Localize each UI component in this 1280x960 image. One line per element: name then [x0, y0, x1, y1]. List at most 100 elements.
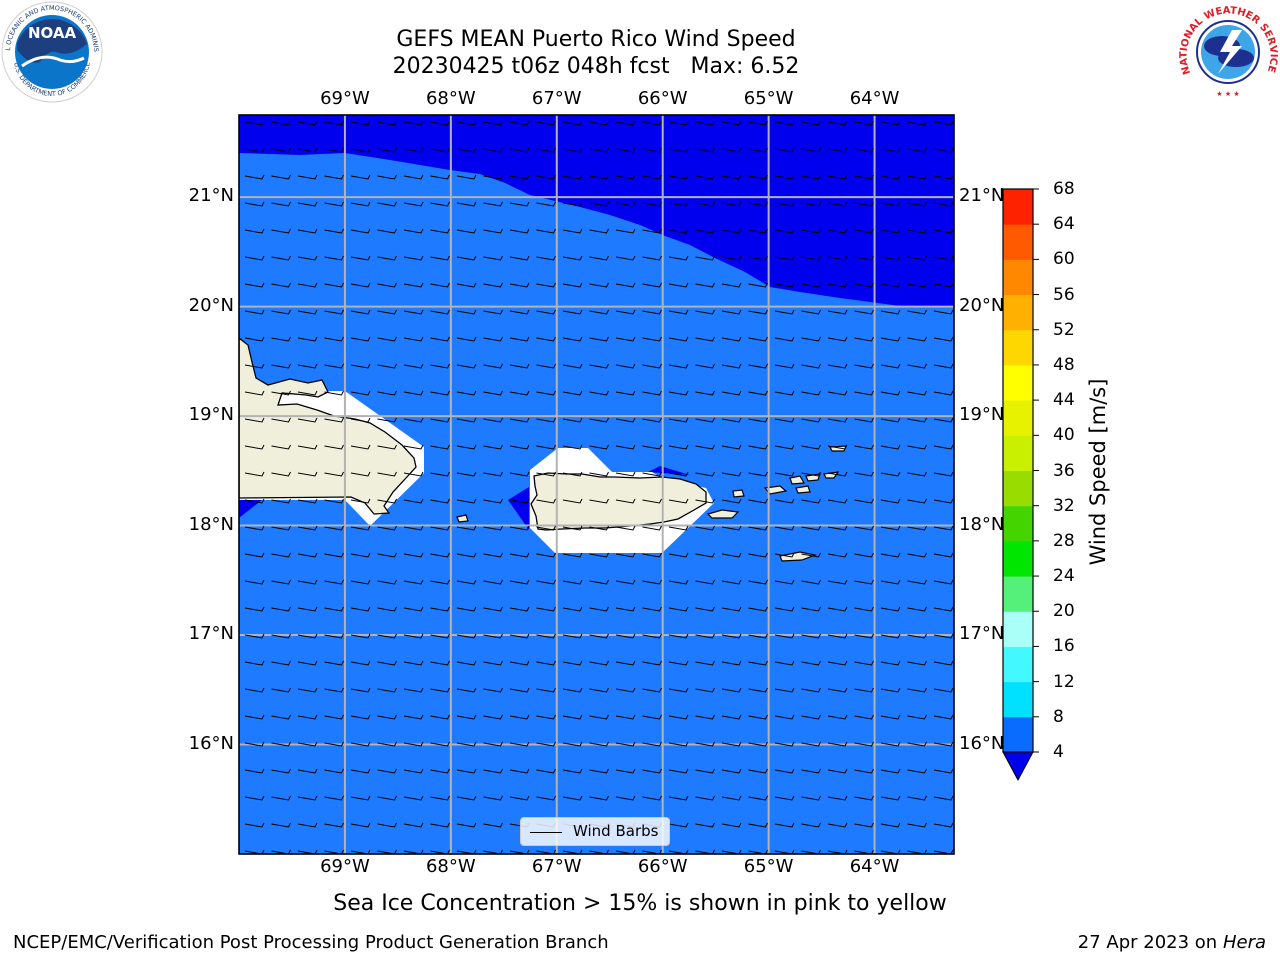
- wind-barb: [377, 714, 397, 720]
- wind-barb: [801, 228, 821, 234]
- wind-barb: [536, 282, 556, 288]
- wind-barb: [244, 228, 265, 234]
- wind-barb: [297, 201, 318, 207]
- wind-barb: [642, 147, 662, 153]
- wind-barb: [642, 660, 662, 666]
- wind-barb: [350, 309, 371, 315]
- wind-barb: [589, 120, 609, 126]
- wind-barb: [324, 768, 344, 774]
- land-island: [789, 475, 805, 485]
- wind-barb: [933, 633, 954, 639]
- wind-barb: [350, 795, 371, 801]
- lat-label-left: 16°N: [188, 732, 234, 754]
- wind-barb: [297, 120, 318, 126]
- wind-barb: [509, 633, 530, 639]
- wind-barb: [350, 201, 371, 207]
- wind-barb: [377, 363, 397, 369]
- wind-barb: [774, 444, 795, 450]
- wind-barb: [589, 201, 609, 207]
- wind-barb: [721, 255, 742, 261]
- wind-barb: [721, 309, 742, 315]
- wind-barb: [827, 633, 848, 639]
- wind-barb: [774, 363, 795, 369]
- wind-barb: [430, 768, 450, 774]
- lon-label-top: 69°W: [320, 88, 370, 109]
- wind-barb: [430, 660, 450, 666]
- wind-barb: [801, 363, 821, 369]
- wind-barb: [907, 498, 927, 504]
- wind-barb: [271, 822, 291, 828]
- wind-barb: [748, 174, 768, 180]
- low-wind-patch: [239, 500, 262, 518]
- wind-barb: [748, 336, 768, 342]
- wind-barb: [615, 255, 636, 261]
- wind-barb: [350, 525, 371, 531]
- wind-barb: [589, 768, 609, 774]
- wind-barb: [350, 282, 371, 288]
- wind-barb: [350, 444, 371, 450]
- wind-barb: [456, 309, 477, 315]
- wind-barb: [324, 282, 344, 288]
- wind-barb: [695, 525, 715, 531]
- wind-barb: [589, 525, 609, 531]
- wind-barb: [721, 687, 742, 693]
- wind-barb: [801, 606, 821, 612]
- wind-barb: [456, 201, 477, 207]
- wind-barb: [324, 849, 344, 854]
- low-wind-region: [239, 115, 954, 306]
- wind-barb: [695, 687, 715, 693]
- wind-barb: [244, 714, 265, 720]
- wind-barb: [615, 687, 636, 693]
- nws-logo: NATIONAL WEATHER SERVICE ★ ★ ★: [1178, 2, 1279, 102]
- lon-label-top: 67°W: [531, 88, 582, 109]
- wind-barb: [801, 579, 821, 585]
- wind-barb: [695, 417, 715, 423]
- wind-barb: [403, 741, 424, 747]
- wind-barb: [801, 660, 821, 666]
- wind-barb: [668, 525, 689, 531]
- wind-barb: [748, 822, 768, 828]
- wind-barb: [403, 282, 424, 288]
- wind-barb: [774, 228, 795, 234]
- wind-barb: [456, 660, 477, 666]
- wind-barb: [827, 795, 848, 801]
- wind-barb: [854, 714, 874, 720]
- wind-barb: [271, 849, 291, 854]
- wind-barb: [880, 741, 901, 747]
- wind-barb: [933, 282, 954, 288]
- wind-barb: [827, 525, 848, 531]
- wind-barb: [907, 174, 927, 180]
- wind-barb: [854, 795, 874, 801]
- wind-barb: [668, 147, 689, 153]
- wind-barb: [350, 579, 371, 585]
- wind-barb: [350, 174, 371, 180]
- wind-barb: [801, 282, 821, 288]
- wind-barb: [748, 390, 768, 396]
- wind-barb: [483, 795, 503, 801]
- wind-barb: [801, 390, 821, 396]
- land-island: [456, 514, 469, 523]
- lon-label-bottom: 66°W: [637, 856, 688, 877]
- wind-barb: [827, 201, 848, 207]
- lon-label-bottom: 65°W: [743, 856, 794, 877]
- wind-barb: [748, 471, 768, 477]
- lon-label-bottom: 64°W: [849, 856, 900, 877]
- wind-barb: [562, 741, 583, 747]
- wind-barb: [615, 471, 636, 477]
- wind-barb: [377, 552, 397, 558]
- wind-barb: [377, 471, 397, 477]
- wind-barb: [244, 525, 265, 531]
- wind-barb: [297, 498, 318, 504]
- wind-barb: [244, 120, 265, 126]
- wind-barb: [403, 633, 424, 639]
- wind-barb: [430, 120, 450, 126]
- wind-barb: [456, 282, 477, 288]
- colorbar-tick-label: 44: [1053, 390, 1075, 411]
- wind-barb: [827, 363, 848, 369]
- wind-barb: [668, 822, 689, 828]
- wind-barb: [801, 714, 821, 720]
- wind-barb: [483, 849, 503, 854]
- wind-barb: [615, 120, 636, 126]
- wind-barb: [748, 363, 768, 369]
